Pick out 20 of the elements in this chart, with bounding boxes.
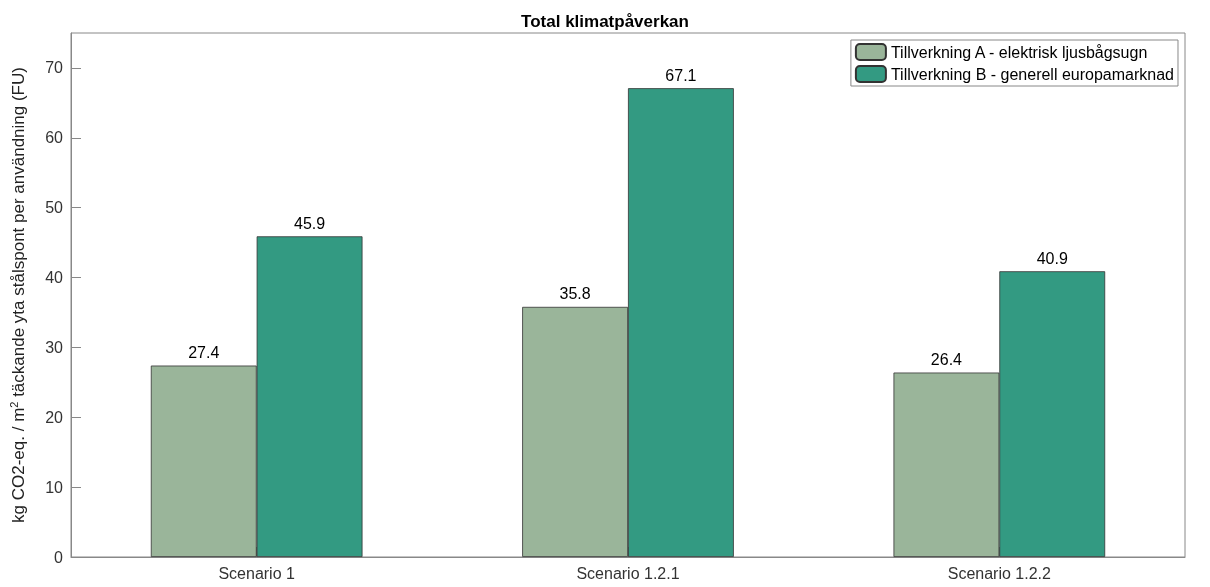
legend-label: Tillverkning A - elektrisk ljusbågsugn <box>890 43 1148 61</box>
x-tick-label: Scenario 1 <box>218 564 296 582</box>
data-label: 67.1 <box>665 66 697 84</box>
y-tick-label: 70 <box>45 59 64 77</box>
x-tick-label: Scenario 1.2.1 <box>576 564 680 582</box>
y-tick-label: 40 <box>45 269 64 287</box>
data-label: 27.4 <box>188 344 220 362</box>
data-label: 26.4 <box>930 351 963 369</box>
y-tick-label: 0 <box>54 548 64 566</box>
y-tick-label: 30 <box>45 338 64 356</box>
chart-title: Total klimatpåverkan <box>521 12 689 31</box>
y-tick-label: 10 <box>45 478 64 496</box>
y-tick-label: 20 <box>45 408 64 426</box>
x-tick-label: Scenario 1.2.2 <box>947 564 1052 582</box>
legend-label: Tillverkning B - generell europamarknad <box>890 65 1175 83</box>
y-tick-label: 50 <box>45 199 64 217</box>
data-label: 40.9 <box>1036 249 1068 267</box>
data-label: 45.9 <box>294 214 326 232</box>
y-tick-label: 60 <box>45 129 64 147</box>
data-label: 35.8 <box>559 285 591 303</box>
